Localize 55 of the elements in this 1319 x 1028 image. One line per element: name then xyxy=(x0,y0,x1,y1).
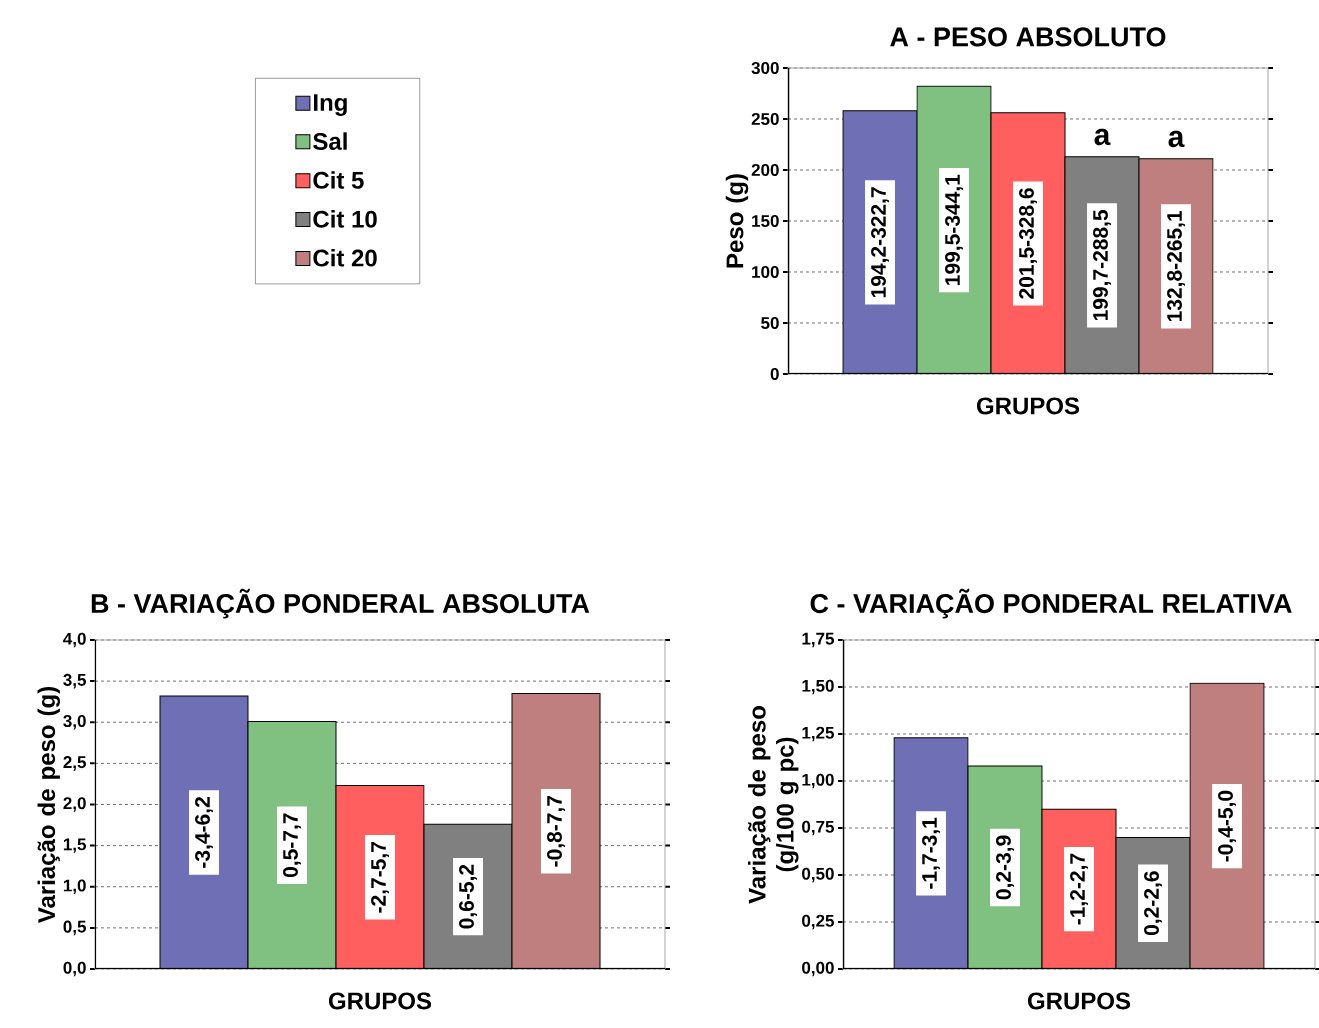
y-tick-label: 100 xyxy=(752,265,779,279)
data-label: -1,7-3,1 xyxy=(922,817,940,889)
data-label: -0,8-7,7 xyxy=(547,795,565,867)
legend-label: Cit 10 xyxy=(313,210,377,228)
legend-label: Cit 20 xyxy=(313,248,377,267)
x-axis-title: GRUPOS xyxy=(976,397,1080,415)
chart-title: B - VARIAÇÃO PONDERAL ABSOLUTA xyxy=(91,588,590,619)
y-tick-label: 1,00 xyxy=(802,773,834,789)
data-label: 0,6-5,2 xyxy=(459,864,477,929)
y-tick-label: 50 xyxy=(761,316,779,330)
y-tick-label: 250 xyxy=(751,112,779,126)
data-label: -3,4-6,2 xyxy=(195,797,213,868)
data-label: 0,2-2,6 xyxy=(1144,871,1162,936)
y-tick-label: 1,75 xyxy=(802,632,835,648)
data-label: 201,5-328,6 xyxy=(1019,188,1037,299)
y-tick-label: 1,5 xyxy=(63,838,86,853)
y-axis-title: Variação de peso (g) xyxy=(37,687,60,924)
x-axis-title: GRUPOS xyxy=(1027,992,1131,1010)
y-tick-label: 300 xyxy=(751,61,779,75)
annotation: a xyxy=(1094,128,1111,146)
y-axis-title: Peso (g) xyxy=(725,174,749,268)
y-tick-label: 3,5 xyxy=(63,673,86,689)
data-label: 0,2-3,9 xyxy=(996,835,1014,900)
y-tick-label: 0,75 xyxy=(802,820,835,836)
legend-label: Cit 5 xyxy=(313,171,364,189)
y-tick-label: 4,0 xyxy=(63,632,86,648)
y-tick-label: 2,0 xyxy=(63,797,86,812)
y-tick-label: 0,5 xyxy=(63,920,86,936)
y-tick-label: 0,25 xyxy=(802,914,835,930)
y-tick-label: 1,0 xyxy=(63,879,86,894)
y-axis-title: Variação de peso (g/100 g pc) xyxy=(748,706,799,904)
data-label: 132,8-265,1 xyxy=(1167,210,1185,322)
x-axis-title: GRUPOS xyxy=(328,992,432,1010)
data-label: -1,2-2,7 xyxy=(1070,853,1088,925)
y-tick-label: 1,25 xyxy=(802,726,835,742)
y-tick-label: 0,50 xyxy=(802,867,834,883)
y-tick-label: 200 xyxy=(751,163,779,177)
legend-label: Ing xyxy=(314,94,347,116)
y-tick-label: 1,50 xyxy=(802,679,834,695)
y-tick-label: 2,5 xyxy=(63,756,86,771)
y-tick-label: 3,0 xyxy=(63,715,86,730)
y-tick-label: 0 xyxy=(770,367,779,381)
data-label: 194,2-322,7 xyxy=(871,187,889,298)
y-tick-label: 0,0 xyxy=(63,961,86,977)
data-label: -0,4-5,0 xyxy=(1218,790,1236,862)
chart-title: A - PESO ABSOLUTO xyxy=(890,27,1166,47)
y-tick-label: 150 xyxy=(752,214,779,228)
data-label: 199,7-288,5 xyxy=(1093,209,1111,321)
chart-title: C - VARIAÇÃO PONDERAL RELATIVA xyxy=(810,588,1292,619)
legend-label: Sal xyxy=(313,132,347,150)
y-tick-label: 0,00 xyxy=(802,961,834,977)
annotation: a xyxy=(1168,130,1185,148)
data-label: -2,7-5,7 xyxy=(371,842,389,913)
data-label: 199,5-344,1 xyxy=(945,174,963,285)
data-label: 0,5-7,7 xyxy=(283,813,301,878)
